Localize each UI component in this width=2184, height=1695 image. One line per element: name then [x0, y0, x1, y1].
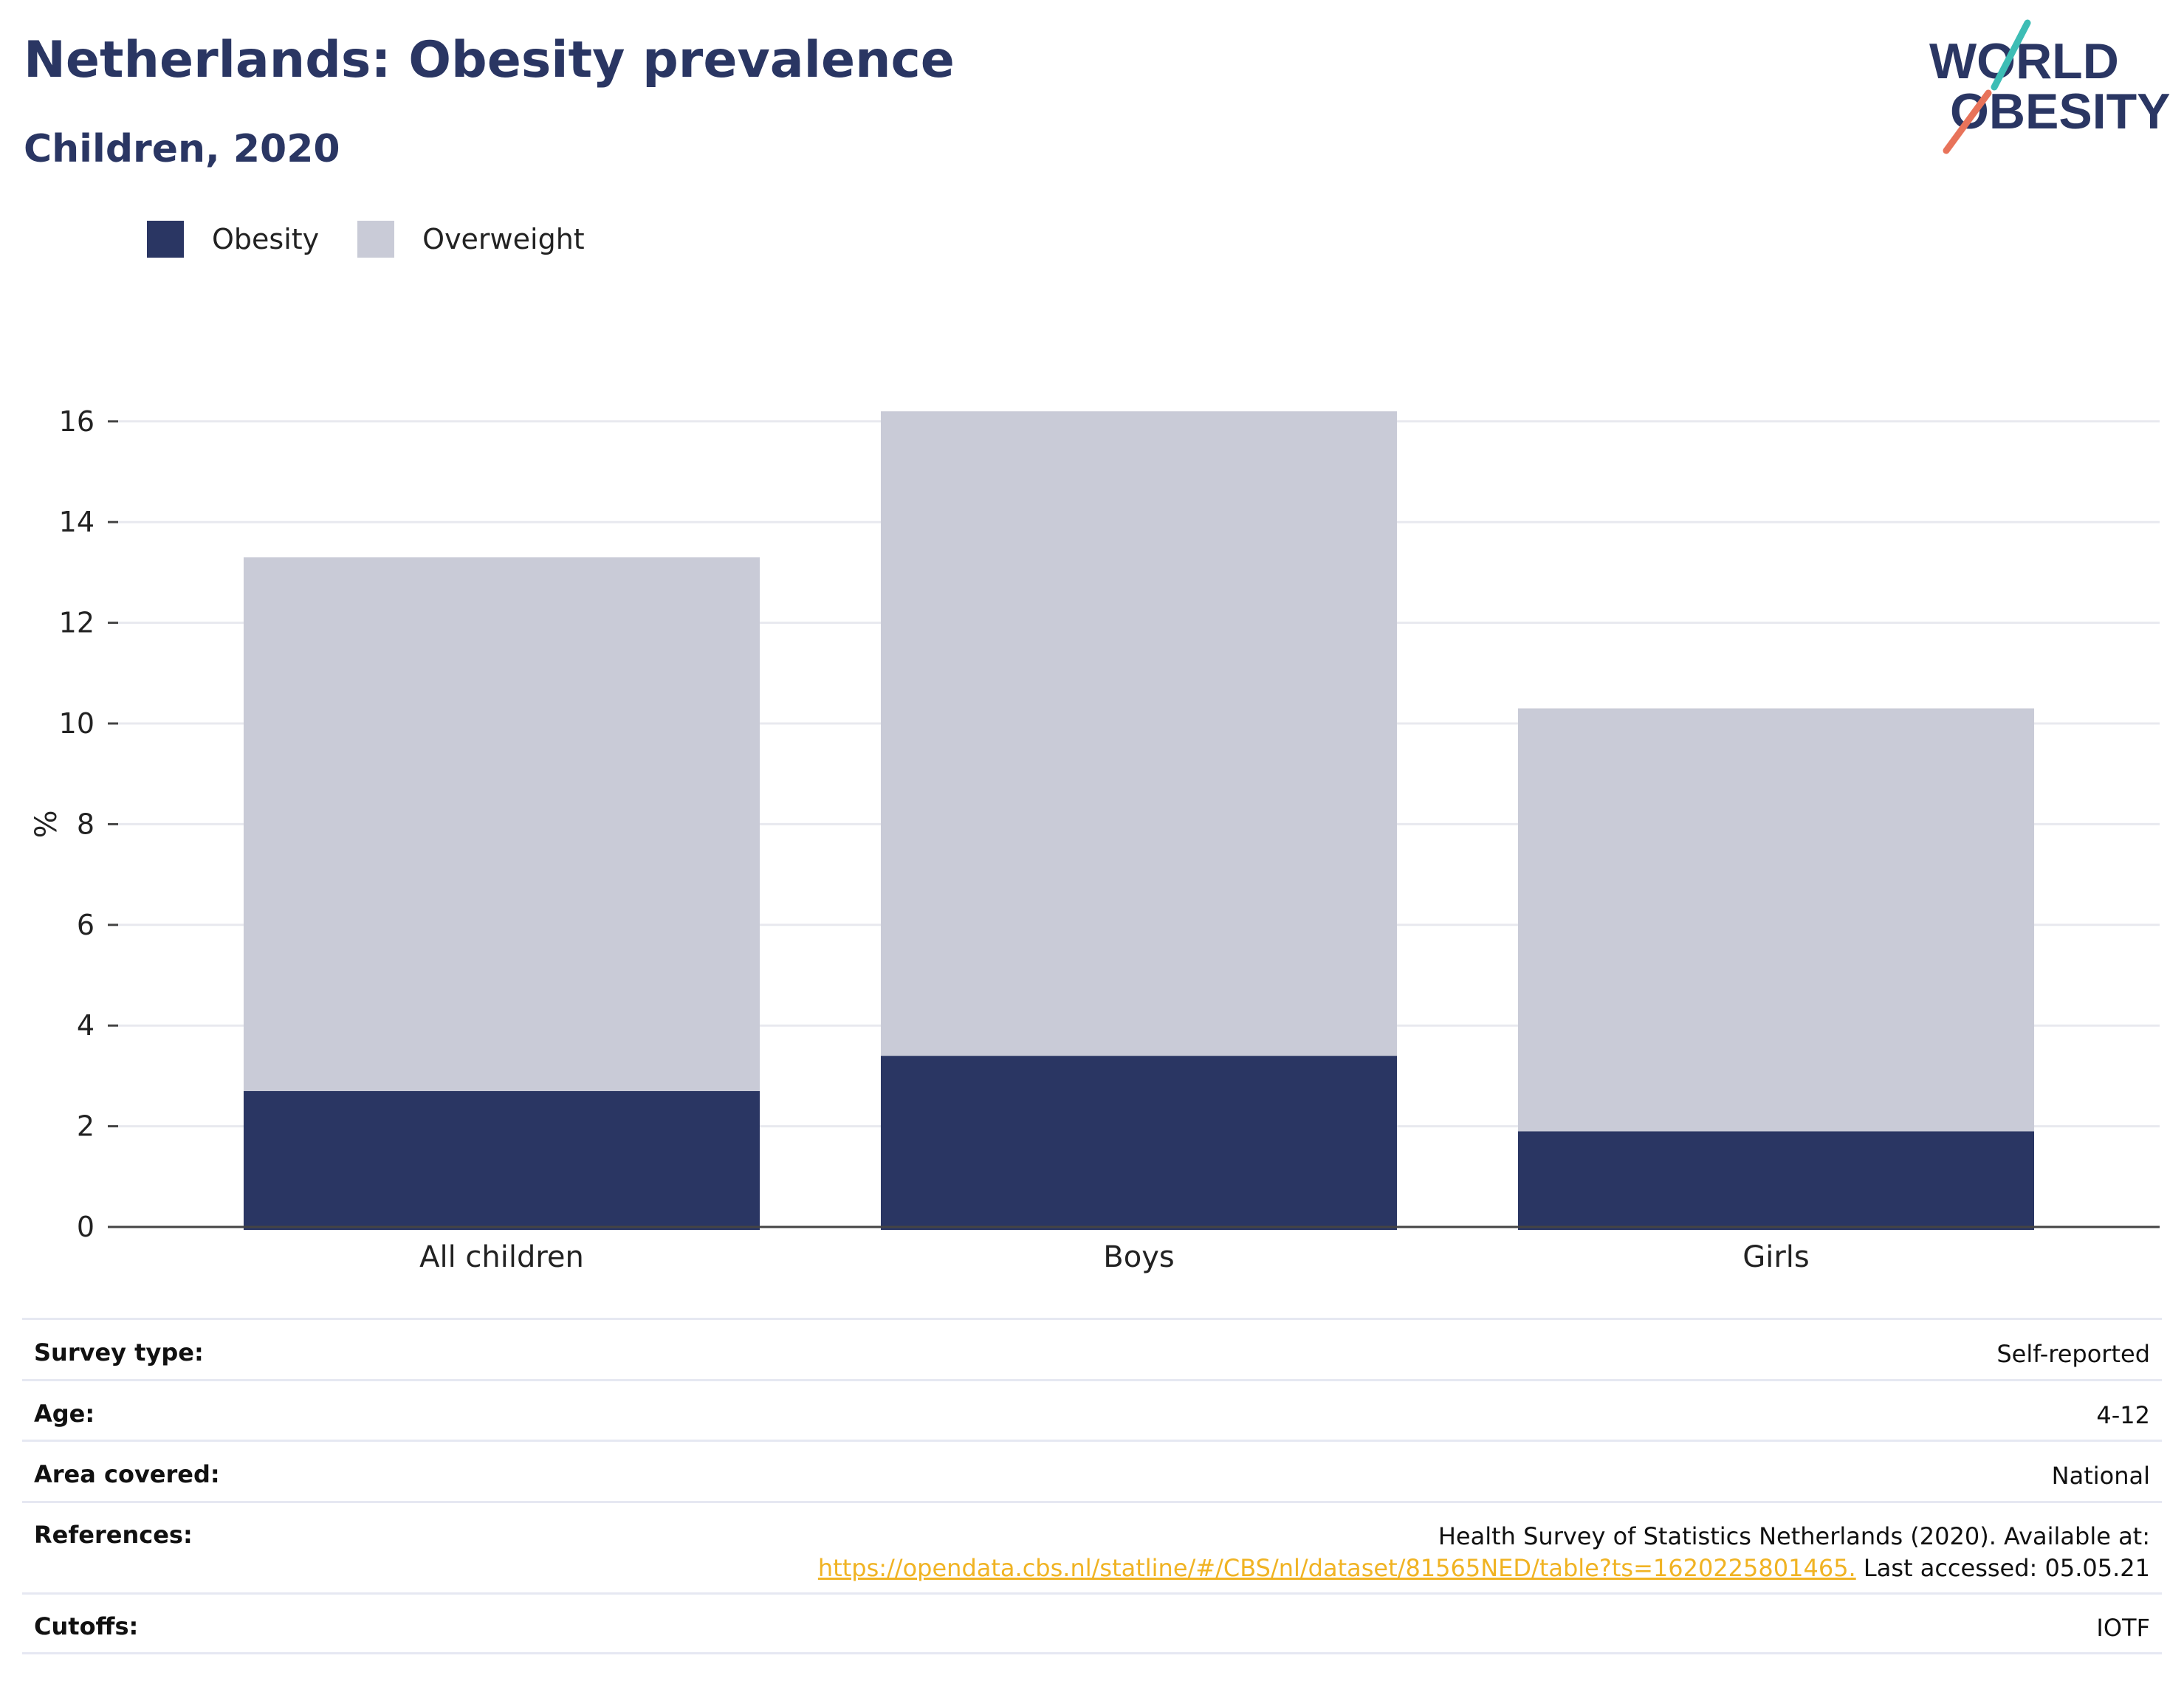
area-value: National	[2051, 1462, 2150, 1490]
info-row-survey-type: Survey type: Self-reported	[22, 1318, 2162, 1379]
logo-coral-slash	[1943, 89, 1992, 154]
survey-type-value: Self-reported	[1996, 1340, 2150, 1368]
y-tick-label: 0	[77, 1211, 95, 1243]
references-label: References:	[34, 1521, 193, 1549]
bar-obesity-boys	[880, 1056, 1398, 1230]
y-tick-label: 10	[59, 707, 95, 740]
x-tick-label: Boys	[1103, 1240, 1174, 1274]
info-row-cutoffs: Cutoffs: IOTF	[22, 1592, 2162, 1654]
info-row-area: Area covered: National	[22, 1440, 2162, 1501]
stacked-bar-chart: 0 2 4 6 8 10 12 14 16% All children Boys Girls	[30, 405, 2160, 1274]
references-suffix: Last accessed: 05.05.21	[1863, 1554, 2150, 1582]
world-obesity-logo: WORLD OBESITY	[1929, 19, 2171, 154]
chart-legend: Obesity Overweight	[147, 220, 623, 258]
survey-info-table: Survey type: Self-reported Age: 4-12 Are…	[22, 1318, 2162, 1654]
y-tick-label: 2	[77, 1110, 95, 1143]
cutoffs-value: IOTF	[2096, 1614, 2150, 1642]
legend-item-overweight[interactable]: Overweight	[357, 221, 585, 258]
bar-overweight-girls	[1517, 708, 2035, 1132]
age-value: 4-12	[2096, 1401, 2150, 1429]
references-text: Health Survey of Statistics Netherlands …	[1438, 1522, 2150, 1550]
info-row-age: Age: 4-12	[22, 1379, 2162, 1440]
chart-title: Netherlands: Obesity prevalence	[24, 31, 955, 89]
area-label: Area covered:	[34, 1460, 220, 1488]
y-tick-label: 4	[77, 1009, 95, 1042]
bar-overweight-all-children	[243, 557, 760, 1091]
y-axis-label: %	[30, 810, 63, 838]
age-label: Age:	[34, 1400, 95, 1428]
y-tick-label: 8	[77, 808, 95, 840]
info-row-references: References: Health Survey of Statistics …	[22, 1501, 2162, 1592]
cutoffs-label: Cutoffs:	[34, 1612, 139, 1640]
legend-label-obesity: Obesity	[212, 223, 320, 255]
survey-type-label: Survey type:	[34, 1338, 204, 1366]
references-link-line: https://opendata.cbs.nl/statline/#/CBS/n…	[818, 1553, 2150, 1584]
legend-label-overweight: Overweight	[422, 223, 585, 255]
bar-obesity-all-children	[243, 1090, 760, 1230]
x-tick-label: Girls	[1742, 1240, 1810, 1274]
y-tick-label: 6	[77, 909, 95, 941]
legend-item-obesity[interactable]: Obesity	[147, 221, 319, 258]
bar-overweight-boys	[880, 411, 1398, 1056]
y-tick-label: 12	[59, 607, 95, 639]
legend-swatch-obesity	[147, 221, 184, 258]
references-link[interactable]: https://opendata.cbs.nl/statline/#/CBS/n…	[817, 1554, 1856, 1582]
references-value: Health Survey of Statistics Netherlands …	[818, 1521, 2150, 1584]
logo-line1: WORLD	[1929, 33, 2119, 89]
y-tick-label: 16	[59, 405, 95, 438]
bar-obesity-girls	[1517, 1131, 2035, 1230]
logo-teal-slash	[1991, 19, 2031, 91]
x-tick-label: All children	[419, 1240, 584, 1274]
y-tick-label: 14	[59, 506, 95, 538]
legend-swatch-overweight	[357, 221, 395, 258]
chart-subtitle: Children, 2020	[24, 127, 340, 171]
